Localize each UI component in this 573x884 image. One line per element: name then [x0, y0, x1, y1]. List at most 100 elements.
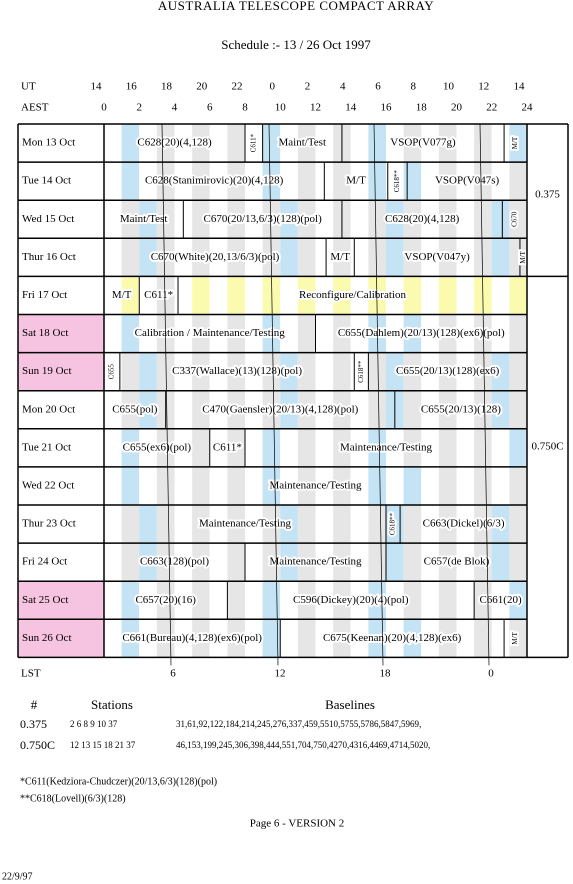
cell-label: C655(20/13)(128)(ex6): [396, 365, 500, 377]
lst-line: [161, 123, 172, 666]
hour-stripe: [509, 124, 527, 163]
hour-stripe: [421, 314, 439, 353]
hour-stripe: [139, 238, 157, 277]
hour-stripe: [262, 390, 281, 429]
hour-stripe: [438, 352, 457, 391]
hour-stripe: [139, 276, 157, 315]
hour-stripe: [438, 276, 457, 315]
hour-stripe: [350, 505, 369, 544]
hour-stripe: [104, 543, 122, 582]
ut-tick: 16: [126, 81, 138, 93]
hour-stripe: [456, 581, 475, 620]
hour-stripe: [474, 162, 492, 201]
lst-line: [268, 123, 279, 666]
hour-stripe: [474, 619, 492, 658]
hour-stripe: [403, 314, 422, 353]
hour-stripe: [262, 352, 281, 391]
day-label: Tue 21 Oct: [22, 441, 71, 453]
cell-label: Maintenance/Testing: [269, 556, 362, 568]
hour-stripe: [156, 238, 175, 277]
hour-stripe: [315, 314, 334, 353]
hour-stripe: [368, 200, 386, 239]
hour-stripe: [315, 124, 334, 163]
hour-stripe: [209, 466, 228, 505]
day-label: Sat 25 Oct: [22, 594, 68, 606]
hour-stripe: [491, 276, 510, 315]
ut-tick: 12: [478, 81, 489, 93]
hour-stripe: [456, 276, 475, 315]
hour-stripe: [174, 276, 193, 315]
date: 22/9/97: [2, 871, 33, 882]
hour-stripe: [297, 619, 316, 658]
hour-stripe: [438, 428, 457, 467]
hour-stripe: [456, 390, 475, 429]
hour-stripe: [403, 352, 422, 391]
hour-stripe: [403, 505, 422, 544]
hour-stripe: [280, 162, 298, 201]
hour-stripe: [192, 581, 210, 620]
table-header: Baselines: [325, 697, 375, 712]
hour-stripe: [315, 200, 334, 239]
ut-tick: 20: [196, 81, 208, 93]
hour-stripe: [104, 200, 122, 239]
hour-stripe: [121, 543, 140, 582]
hour-stripe: [262, 619, 281, 658]
hour-stripe: [491, 200, 510, 239]
hour-stripe: [209, 162, 228, 201]
hour-stripe: [209, 619, 228, 658]
hour-stripe: [121, 238, 140, 277]
hour-stripe: [139, 505, 157, 544]
hour-stripe: [509, 619, 527, 658]
hour-stripe: [121, 200, 140, 239]
hour-stripe: [368, 505, 386, 544]
hour-stripe: [333, 619, 351, 658]
day-label: Fri 24 Oct: [22, 556, 67, 568]
hour-stripe: [368, 428, 386, 467]
hour-stripe: [192, 466, 210, 505]
cell-label: M/T: [519, 250, 527, 263]
hour-stripe: [209, 238, 228, 277]
hour-stripe: [491, 505, 510, 544]
hour-stripe: [333, 162, 351, 201]
hour-stripe: [403, 390, 422, 429]
hour-stripe: [438, 390, 457, 429]
hour-stripe: [192, 543, 210, 582]
hour-stripe: [280, 466, 298, 505]
hour-stripe: [474, 238, 492, 277]
hour-stripe: [438, 543, 457, 582]
aest-tick: 8: [242, 102, 248, 114]
hour-stripe: [368, 390, 386, 429]
hour-stripe: [333, 314, 351, 353]
hour-stripe: [386, 314, 404, 353]
ut-tick: 6: [375, 81, 381, 93]
hour-stripe: [333, 390, 351, 429]
hour-stripe: [227, 390, 245, 429]
cell-label: C628(20)(4,128): [385, 213, 460, 225]
hour-stripe: [474, 390, 492, 429]
cell-label: C611*: [249, 133, 257, 152]
weekend-bg: [18, 352, 104, 391]
hour-stripe: [245, 505, 263, 544]
hour-stripe: [209, 352, 228, 391]
hour-stripe: [386, 428, 404, 467]
hour-stripe: [280, 314, 298, 353]
hour-stripe: [491, 162, 510, 201]
hour-stripe: [121, 466, 140, 505]
hour-stripe: [456, 238, 475, 277]
hour-stripe: [315, 352, 334, 391]
hour-stripe: [456, 505, 475, 544]
hour-stripe: [245, 428, 263, 467]
cell-label: C337(Wallace)(13)(128)(pol): [172, 365, 302, 377]
config-name: 0.750C: [20, 738, 55, 752]
hour-stripe: [368, 162, 386, 201]
hour-stripe: [438, 581, 457, 620]
hour-stripe: [456, 543, 475, 582]
hour-stripe: [192, 505, 210, 544]
hour-stripe: [350, 543, 369, 582]
hour-stripe: [280, 619, 298, 658]
hour-stripe: [386, 352, 404, 391]
hour-stripe: [262, 124, 281, 163]
hour-stripe: [491, 390, 510, 429]
hour-stripe: [386, 581, 404, 620]
